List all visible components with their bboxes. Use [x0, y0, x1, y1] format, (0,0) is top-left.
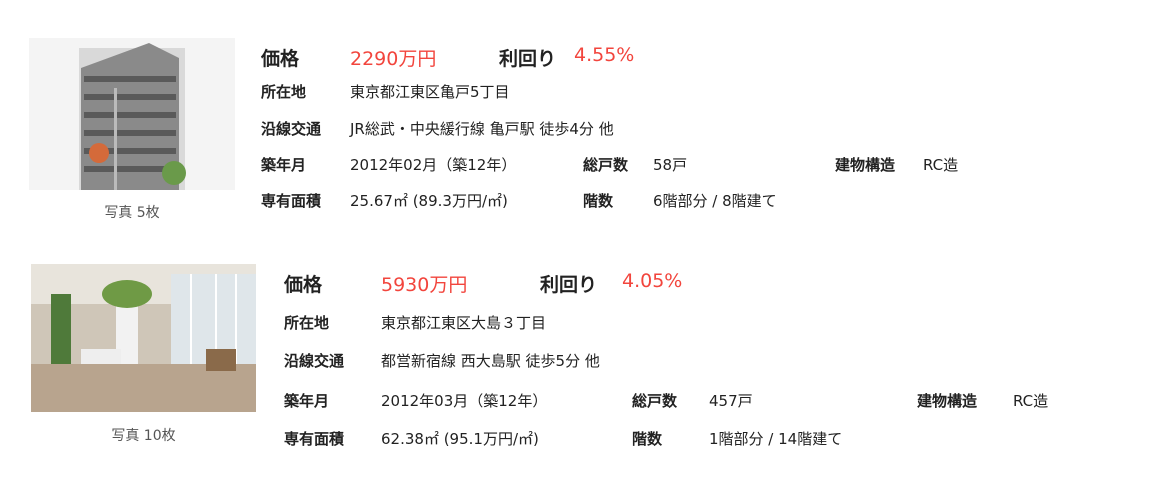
units-value: 58戸: [653, 156, 688, 174]
floors-value: 1階部分 / 14階建て: [709, 430, 843, 448]
units-value: 457戸: [709, 392, 753, 410]
built-label: 築年月: [284, 392, 330, 410]
location-value: 東京都江東区亀戸5丁目: [350, 83, 510, 101]
price-label: 価格: [261, 48, 300, 70]
price-value: 2290万円: [350, 48, 437, 70]
lobby-photo-image: [31, 264, 256, 412]
structure-label: 建物構造: [917, 392, 978, 410]
transit-value: JR総武・中央緩行線 亀戸駅 徒歩4分 他: [350, 120, 614, 138]
area-value: 62.38㎡ (95.1万円/㎡): [381, 430, 539, 448]
price-value: 5930万円: [381, 274, 468, 296]
transit-label: 沿線交通: [284, 352, 345, 370]
photo-count[interactable]: 写真 5枚: [104, 205, 160, 221]
building-photo-image: [79, 43, 186, 190]
built-label: 築年月: [261, 156, 307, 174]
location-value: 東京都江東区大島３丁目: [381, 314, 547, 332]
location-label: 所在地: [261, 83, 307, 101]
area-label: 専有面積: [261, 192, 322, 210]
floors-label: 階数: [583, 192, 614, 210]
property-photo[interactable]: [31, 264, 256, 412]
floors-value: 6階部分 / 8階建て: [653, 192, 777, 210]
property-photo[interactable]: [29, 38, 235, 190]
price-label: 価格: [284, 274, 323, 296]
built-value: 2012年03月（築12年）: [381, 392, 548, 410]
transit-label: 沿線交通: [261, 120, 322, 138]
yield-label: 利回り: [499, 48, 557, 70]
area-value: 25.67㎡ (89.3万円/㎡): [350, 192, 508, 210]
area-label: 専有面積: [284, 430, 345, 448]
structure-value: RC造: [1013, 392, 1049, 410]
structure-value: RC造: [923, 156, 959, 174]
yield-label: 利回り: [540, 274, 598, 296]
floors-label: 階数: [632, 430, 663, 448]
units-label: 総戸数: [583, 156, 629, 174]
built-value: 2012年02月（築12年）: [350, 156, 517, 174]
units-label: 総戸数: [632, 392, 678, 410]
yield-value: 4.55%: [574, 44, 635, 66]
location-label: 所在地: [284, 314, 330, 332]
yield-value: 4.05%: [622, 270, 683, 292]
transit-value: 都営新宿線 西大島駅 徒歩5分 他: [381, 352, 600, 370]
structure-label: 建物構造: [835, 156, 896, 174]
photo-count[interactable]: 写真 10枚: [111, 428, 176, 444]
